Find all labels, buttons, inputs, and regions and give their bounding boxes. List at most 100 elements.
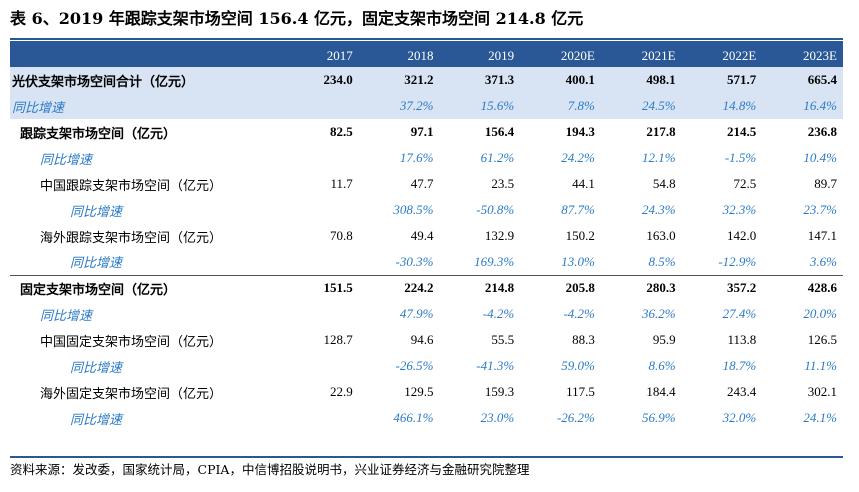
cell-value: 117.5 xyxy=(566,384,595,399)
cell-value: -30.3% xyxy=(358,249,440,276)
cell-value: 3.6% xyxy=(762,249,843,276)
table-row: 中国跟踪支架市场空间（亿元） 11.7 47.7 23.5 44.1 54.8 … xyxy=(10,171,843,197)
header-label-cell xyxy=(10,41,278,67)
cell-value: 49.4 xyxy=(410,228,434,243)
cell-value: 11.7 xyxy=(330,176,353,191)
cell-value: 321.2 xyxy=(404,72,434,87)
cell-value: -4.2% xyxy=(563,306,595,321)
cell-value: -12.9% xyxy=(681,249,763,276)
cell-value: 8.5% xyxy=(600,249,682,276)
header-year: 2017 xyxy=(326,48,353,63)
cell-value: 126.5 xyxy=(807,332,837,347)
cell-value: 37.2% xyxy=(399,98,434,113)
row-label: 中国固定支架市场空间（亿元） xyxy=(40,334,223,350)
cell-value: 308.5% xyxy=(393,202,434,217)
cell-value: 23.7% xyxy=(803,202,837,217)
cell-value xyxy=(278,249,359,276)
cell-value: 23.5 xyxy=(491,176,515,191)
cell-value: 571.7 xyxy=(727,72,757,87)
market-size-table: 2017 2018 2019 2020E 2021E 2022E 2023E 光… xyxy=(10,41,843,431)
cell-value: 214.8 xyxy=(484,280,515,296)
cell-value: 236.8 xyxy=(807,124,837,139)
cell-value: 151.5 xyxy=(323,280,353,296)
row-label: 同比增速 xyxy=(70,412,123,428)
cell-value: 59.0% xyxy=(561,358,595,373)
row-label: 固定支架市场空间（亿元） xyxy=(20,282,177,298)
cell-value: 17.6% xyxy=(399,150,434,165)
cell-value: 150.2 xyxy=(565,228,595,243)
header-year: 2022E xyxy=(722,48,757,63)
cell-value: 82.5 xyxy=(330,124,353,139)
cell-value: 194.3 xyxy=(565,124,595,139)
cell-value: 20.0% xyxy=(803,306,837,321)
cell-value: 371.3 xyxy=(484,72,515,87)
table-row: 同比增速 47.9% -4.2% -4.2% 36.2% 27.4% 20.0% xyxy=(10,301,843,327)
cell-value: 97.1 xyxy=(410,124,434,139)
cell-value: 24.1% xyxy=(803,410,837,425)
cell-value: 8.6% xyxy=(648,358,676,373)
table-row: 同比增速 466.1% 23.0% -26.2% 56.9% 32.0% 24.… xyxy=(10,405,843,431)
table-row: 同比增速 308.5% -50.8% 87.7% 24.3% 32.3% 23.… xyxy=(10,197,843,223)
cell-value: 89.7 xyxy=(814,176,837,191)
cell-value: 205.8 xyxy=(565,280,595,296)
cell-value: 113.8 xyxy=(727,332,757,347)
cell-value: 428.6 xyxy=(807,280,837,296)
header-year: 2021E xyxy=(641,48,676,63)
cell-value: 466.1% xyxy=(393,410,434,425)
cell-value: -26.5% xyxy=(395,358,434,373)
cell-value: -50.8% xyxy=(476,202,515,217)
bottom-rule xyxy=(10,456,843,458)
cell-value: 224.2 xyxy=(404,280,434,296)
table-row: 光伏支架市场空间合计（亿元） 234.0 321.2 371.3 400.1 4… xyxy=(10,67,843,93)
cell-value: 665.4 xyxy=(807,72,837,87)
cell-value: 11.1% xyxy=(804,358,837,373)
cell-value: 132.9 xyxy=(484,228,515,243)
table-title: 表 6、2019 年跟踪支架市场空间 156.4 亿元，固定支架市场空间 214… xyxy=(10,9,584,28)
cell-value: 156.4 xyxy=(484,124,515,139)
cell-value: -41.3% xyxy=(476,358,515,373)
row-label: 海外固定支架市场空间（亿元） xyxy=(40,386,223,402)
cell-value: 95.9 xyxy=(652,332,676,347)
source-note: 资料来源：发改委，国家统计局，CPIA，中信博招股说明书，兴业证券经济与金融研究… xyxy=(10,462,530,477)
cell-value: 15.6% xyxy=(480,98,515,113)
table-row: 海外固定支架市场空间（亿元） 22.9 129.5 159.3 117.5 18… xyxy=(10,379,843,405)
cell-value: 56.9% xyxy=(641,410,676,425)
cell-value: 47.7 xyxy=(410,176,434,191)
cell-value: 169.3% xyxy=(439,249,521,276)
cell-value: 129.5 xyxy=(404,384,434,399)
row-label: 同比增速 xyxy=(12,100,65,116)
table-row: 中国固定支架市场空间（亿元） 128.7 94.6 55.5 88.3 95.9… xyxy=(10,327,843,353)
cell-value: -26.2% xyxy=(556,410,595,425)
cell-value: 36.2% xyxy=(641,306,676,321)
cell-value: 280.3 xyxy=(646,280,676,296)
header-year: 2023E xyxy=(803,48,837,63)
cell-value: 24.5% xyxy=(641,98,676,113)
cell-value: 10.4% xyxy=(803,150,837,165)
header-year: 2020E xyxy=(560,48,595,63)
cell-value: 243.4 xyxy=(727,384,757,399)
cell-value: 147.1 xyxy=(807,228,837,243)
row-label: 跟踪支架市场空间（亿元） xyxy=(20,126,177,142)
row-label: 光伏支架市场空间合计（亿元） xyxy=(12,74,195,90)
cell-value: 16.4% xyxy=(803,98,837,113)
cell-value: 24.3% xyxy=(641,202,676,217)
header-year: 2018 xyxy=(407,48,434,63)
cell-value: 88.3 xyxy=(572,332,595,347)
cell-value: 184.4 xyxy=(646,384,676,399)
cell-value: 234.0 xyxy=(323,72,353,87)
cell-value: 214.5 xyxy=(727,124,757,139)
row-label: 同比增速 xyxy=(40,308,93,324)
row-label: 同比增速 xyxy=(10,249,279,276)
cell-value: 32.0% xyxy=(722,410,757,425)
table-row: 同比增速 -26.5% -41.3% 59.0% 8.6% 18.7% 11.1… xyxy=(10,353,843,379)
cell-value xyxy=(278,197,359,223)
cell-value: -4.2% xyxy=(482,306,515,321)
cell-value: 27.4% xyxy=(722,306,757,321)
table-row: 同比增速 37.2% 15.6% 7.8% 24.5% 14.8% 16.4% xyxy=(10,93,843,119)
table-row: 同比增速 17.6% 61.2% 24.2% 12.1% -1.5% 10.4% xyxy=(10,145,843,171)
cell-value: 12.1% xyxy=(641,150,676,165)
cell-value: 128.7 xyxy=(323,332,353,347)
cell-value xyxy=(278,353,359,379)
row-label: 海外跟踪支架市场空间（亿元） xyxy=(40,230,223,246)
cell-value xyxy=(278,93,359,119)
